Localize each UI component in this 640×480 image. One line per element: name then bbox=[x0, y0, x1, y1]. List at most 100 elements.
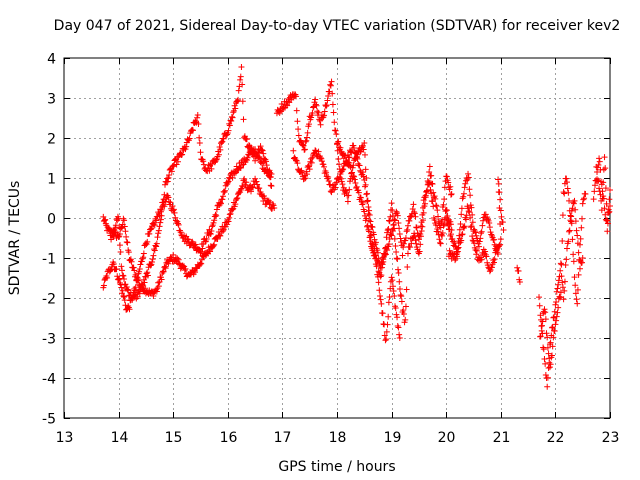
x-tick-label: 17 bbox=[274, 430, 292, 446]
data-point bbox=[170, 251, 177, 258]
data-point bbox=[321, 163, 328, 170]
data-point bbox=[488, 231, 495, 238]
data-point bbox=[579, 200, 586, 207]
data-point bbox=[178, 231, 185, 238]
data-point bbox=[594, 168, 601, 175]
data-point bbox=[160, 196, 167, 203]
data-point bbox=[336, 166, 343, 173]
data-point bbox=[312, 101, 319, 108]
data-point bbox=[566, 197, 573, 204]
x-tick-label: 23 bbox=[602, 430, 620, 446]
data-point bbox=[182, 146, 189, 153]
data-point bbox=[382, 244, 389, 251]
data-point bbox=[539, 318, 546, 325]
data-point bbox=[387, 231, 394, 238]
data-point bbox=[538, 323, 545, 330]
data-point bbox=[417, 223, 424, 230]
y-tick-label: -2 bbox=[42, 292, 56, 308]
data-point bbox=[468, 223, 475, 230]
data-point bbox=[579, 215, 586, 222]
data-point bbox=[121, 297, 128, 304]
data-point bbox=[549, 324, 556, 331]
data-point bbox=[208, 165, 215, 172]
data-point bbox=[544, 344, 551, 351]
data-point bbox=[189, 126, 196, 133]
data-point bbox=[302, 138, 309, 145]
data-point bbox=[112, 222, 119, 229]
data-point bbox=[402, 303, 409, 310]
data-point bbox=[162, 265, 169, 272]
data-point bbox=[234, 97, 241, 104]
data-point bbox=[393, 249, 400, 256]
x-axis-title: GPS time / hours bbox=[278, 459, 395, 475]
data-point bbox=[334, 147, 341, 154]
data-point bbox=[590, 196, 597, 203]
data-point bbox=[217, 146, 224, 153]
data-point bbox=[290, 147, 297, 154]
data-point bbox=[553, 317, 560, 324]
data-point bbox=[195, 121, 202, 127]
data-point bbox=[260, 150, 267, 157]
data-point bbox=[573, 227, 580, 234]
data-point bbox=[200, 158, 207, 165]
data-point bbox=[120, 272, 127, 279]
data-point bbox=[177, 229, 184, 236]
data-point bbox=[327, 188, 334, 195]
data-point bbox=[602, 185, 609, 192]
data-point bbox=[144, 272, 151, 279]
data-point bbox=[252, 157, 259, 164]
data-point bbox=[547, 339, 554, 346]
data-point bbox=[557, 289, 564, 296]
data-point bbox=[197, 260, 204, 267]
data-point bbox=[234, 194, 241, 201]
data-point bbox=[198, 248, 205, 255]
data-point bbox=[331, 119, 338, 126]
data-point bbox=[385, 225, 392, 232]
data-point bbox=[605, 209, 612, 216]
data-point bbox=[372, 239, 379, 246]
data-point bbox=[179, 151, 186, 158]
data-point bbox=[427, 186, 434, 193]
data-point bbox=[366, 228, 373, 235]
data-point bbox=[554, 309, 561, 316]
data-point bbox=[566, 207, 573, 214]
data-point bbox=[303, 134, 310, 141]
data-point bbox=[267, 174, 274, 181]
data-point bbox=[374, 259, 381, 266]
data-point bbox=[216, 232, 223, 239]
data-point bbox=[370, 242, 377, 249]
data-point bbox=[282, 101, 289, 108]
data-point bbox=[335, 155, 342, 162]
data-point bbox=[116, 275, 123, 282]
data-point bbox=[121, 223, 128, 230]
data-point bbox=[407, 244, 414, 251]
data-point bbox=[165, 194, 172, 201]
data-point bbox=[411, 208, 418, 215]
data-point bbox=[602, 216, 609, 223]
data-point bbox=[419, 223, 426, 230]
data-point bbox=[213, 212, 220, 219]
data-point bbox=[243, 179, 250, 186]
data-point bbox=[138, 286, 145, 293]
data-point bbox=[353, 183, 360, 190]
data-point bbox=[486, 268, 493, 275]
data-point bbox=[371, 245, 378, 252]
data-point bbox=[381, 251, 388, 258]
data-point bbox=[461, 223, 468, 230]
data-point bbox=[449, 235, 456, 242]
data-point bbox=[385, 299, 392, 306]
data-point bbox=[455, 244, 462, 251]
data-point bbox=[159, 199, 166, 206]
data-point bbox=[231, 102, 238, 109]
data-point bbox=[124, 286, 131, 293]
data-point bbox=[357, 148, 364, 155]
data-point bbox=[389, 283, 396, 290]
data-point bbox=[422, 200, 429, 207]
data-point bbox=[392, 217, 399, 224]
data-point bbox=[541, 306, 548, 313]
data-point bbox=[164, 192, 171, 199]
data-point bbox=[486, 219, 493, 226]
data-point bbox=[388, 274, 395, 281]
data-point bbox=[549, 343, 556, 350]
data-point bbox=[226, 211, 233, 218]
